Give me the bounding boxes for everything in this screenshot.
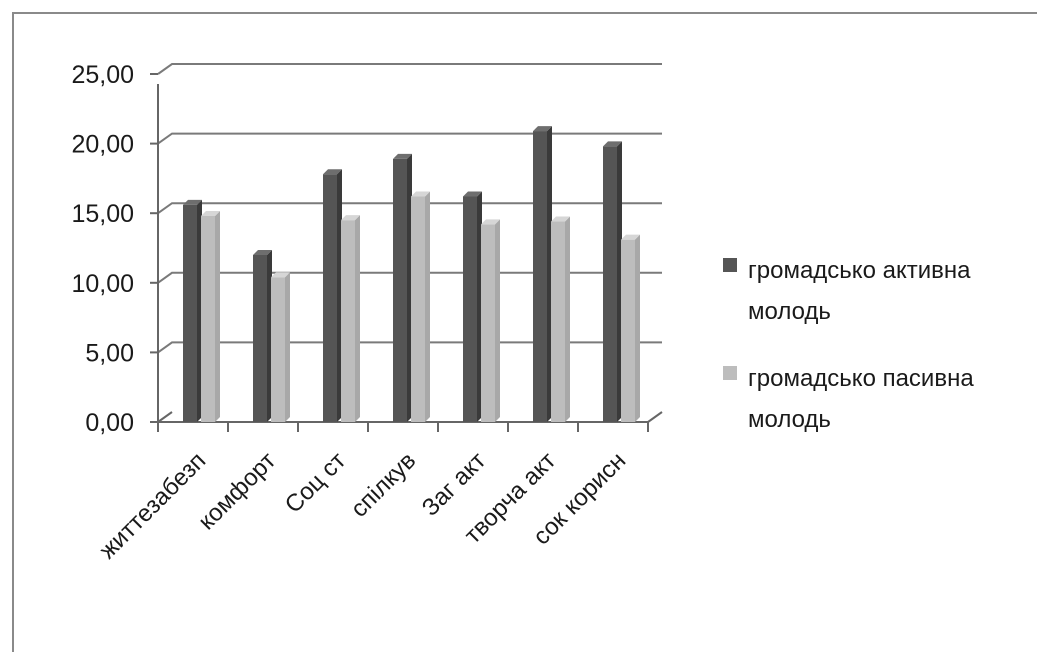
- bar-top: [253, 249, 272, 255]
- bar-front: [183, 204, 197, 422]
- bar: [201, 210, 220, 422]
- bar-side: [425, 191, 430, 422]
- bar-top: [551, 216, 570, 222]
- bar-side: [617, 141, 622, 422]
- y-tick-label: 0,00: [85, 409, 134, 437]
- legend-label-passive-line1: громадсько пасивна: [748, 365, 974, 392]
- bar-front: [271, 277, 285, 422]
- legend-label-passive-line2: молодь: [748, 406, 831, 433]
- legend-label-active-line1: громадсько активна: [748, 257, 971, 284]
- bar-top: [393, 153, 412, 159]
- bar: [271, 272, 290, 422]
- chart-frame: [12, 12, 1037, 652]
- bar-front: [481, 224, 495, 422]
- bar: [411, 191, 430, 422]
- bar-top: [603, 141, 622, 147]
- bar-front: [551, 221, 565, 422]
- bar-top: [183, 199, 202, 205]
- bar-top: [463, 191, 482, 197]
- bar: [621, 234, 640, 422]
- bar-top: [411, 191, 430, 197]
- bar-front: [341, 220, 355, 422]
- x-category-label: життезабезп: [94, 447, 211, 564]
- bar-top: [201, 210, 220, 216]
- bar: [551, 216, 570, 422]
- bar: [183, 199, 202, 422]
- bar-top: [481, 219, 500, 225]
- floor-left-edge: [157, 411, 173, 423]
- x-category-label: комфорт: [193, 447, 281, 535]
- y-tick-label: 15,00: [71, 200, 134, 228]
- bar-front: [463, 196, 477, 422]
- bar: [481, 219, 500, 422]
- x-category-label: Соц ст: [280, 447, 351, 518]
- bar-top: [533, 126, 552, 132]
- bar: [253, 249, 272, 422]
- bar-side: [565, 216, 570, 422]
- bar-side: [407, 153, 412, 423]
- bar: [393, 153, 412, 423]
- y-axis-ticks: 0,00 5,00 10,00 15,00 20,00 25,00: [71, 61, 158, 437]
- bar-front: [621, 239, 635, 422]
- bar-side: [477, 191, 482, 422]
- bar: [533, 126, 552, 423]
- bars: [183, 126, 640, 423]
- legend: громадсько активна молодь громадсько пас…: [723, 257, 974, 433]
- x-category-label: спілкув: [346, 447, 422, 523]
- bar-side: [337, 169, 342, 422]
- y-tick-label: 5,00: [85, 339, 134, 367]
- gridline: [157, 63, 662, 75]
- bar-side: [547, 126, 552, 423]
- bar-front: [393, 158, 407, 423]
- bar-front: [411, 196, 425, 422]
- bar-top: [271, 272, 290, 278]
- bar: [463, 191, 482, 422]
- bar-top: [621, 234, 640, 240]
- gridline: [157, 132, 662, 145]
- legend-swatch-active: [723, 258, 737, 272]
- bar: [323, 169, 342, 422]
- bar-side: [355, 215, 360, 422]
- bar-side: [285, 272, 290, 422]
- bar-front: [201, 215, 215, 422]
- bar-side: [267, 249, 272, 422]
- bar: [341, 215, 360, 422]
- y-tick-label: 10,00: [71, 270, 134, 298]
- bar-front: [253, 254, 267, 422]
- legend-swatch-passive: [723, 366, 737, 380]
- bar-front: [533, 131, 547, 422]
- floor-right-edge: [647, 411, 663, 423]
- bar: [603, 141, 622, 422]
- bar-top: [341, 215, 360, 221]
- bar-side: [635, 234, 640, 422]
- y-tick-label: 20,00: [71, 131, 134, 159]
- bar-side: [495, 219, 500, 422]
- legend-label-active-line2: молодь: [748, 298, 831, 325]
- bar-side: [197, 199, 202, 422]
- bar-top: [323, 169, 342, 175]
- bar-side: [215, 210, 220, 422]
- bar-front: [323, 174, 337, 422]
- bar-front: [603, 146, 617, 422]
- gridline: [157, 202, 662, 215]
- y-tick-label: 25,00: [71, 61, 134, 89]
